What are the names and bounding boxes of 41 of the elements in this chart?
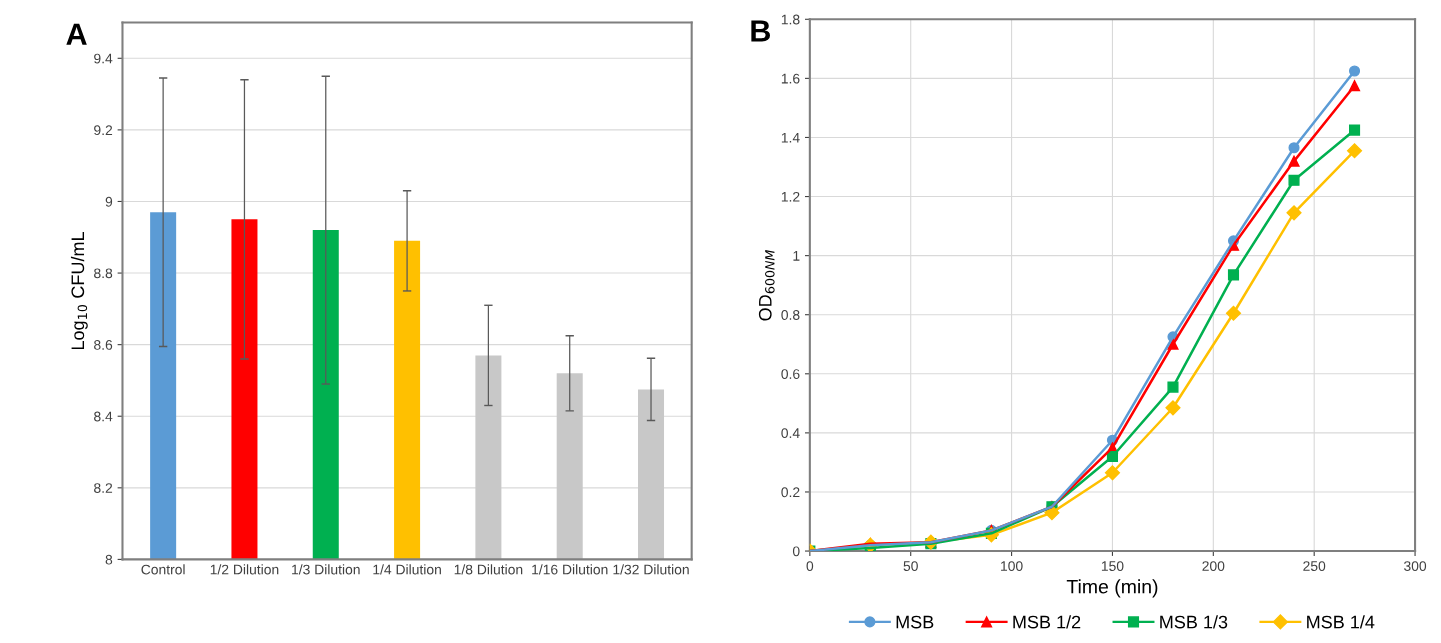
- x-axis-title: Time (min): [1066, 579, 1158, 598]
- x-tick-label: 1/4 Dilution: [373, 564, 441, 575]
- y-axis-title: OD$_{600NM}$: [758, 249, 775, 321]
- legend-label: MSB 1/4: [1307, 615, 1375, 629]
- y-tick-label: 9.2: [94, 125, 113, 136]
- y-tick-label: 8.4: [94, 411, 113, 422]
- y-tick-label: 8.2: [94, 483, 113, 493]
- y-axis-title: Log$_{10}$ CFU/mL: [70, 232, 88, 350]
- x-tick-label: 100: [1001, 561, 1023, 571]
- legend-label: MSB 1/2: [1013, 615, 1081, 629]
- y-tick-label: 9: [105, 196, 113, 207]
- x-tick-label: 1/32 Dilution: [613, 564, 689, 575]
- x-tick-label: Control: [141, 564, 185, 575]
- y-tick-label: 8.8: [94, 268, 113, 279]
- y-tick-label: 8: [105, 554, 113, 565]
- x-tick-label: 300: [1404, 561, 1427, 571]
- y-tick-label: 8.6: [94, 339, 113, 350]
- y-tick-label: 1: [793, 251, 800, 261]
- y-tick-label: 1.8: [781, 14, 800, 25]
- y-tick-label: 1.6: [781, 73, 800, 84]
- y-tick-label: 9.4: [94, 53, 113, 64]
- y-tick-label: 0.4: [781, 428, 800, 439]
- legend-label: MSB 1/3: [1160, 615, 1228, 629]
- y-tick-label: 0: [792, 546, 800, 557]
- legend-label: MSB: [896, 615, 934, 629]
- x-tick-label: 150: [1101, 561, 1124, 571]
- y-tick-label: 0.2: [781, 487, 800, 498]
- x-tick-label: 1/8 Dilution: [454, 564, 523, 575]
- x-tick-label: 1/3 Dilution: [292, 564, 360, 575]
- x-tick-label: 50: [903, 561, 918, 571]
- y-tick-label: 0.8: [781, 310, 800, 320]
- x-tick-label: 1/16 Dilution: [532, 564, 608, 575]
- x-tick-label: 0: [806, 561, 814, 571]
- x-tick-label: 1/2 Dilution: [210, 564, 279, 575]
- x-tick-label: 250: [1303, 561, 1326, 571]
- chart-title: A: [66, 23, 87, 45]
- y-tick-label: 1.2: [781, 191, 800, 202]
- y-tick-label: 1.4: [781, 132, 800, 143]
- y-tick-label: 0.6: [781, 369, 800, 379]
- chart-title: B: [751, 20, 770, 42]
- x-tick-label: 200: [1202, 561, 1225, 571]
